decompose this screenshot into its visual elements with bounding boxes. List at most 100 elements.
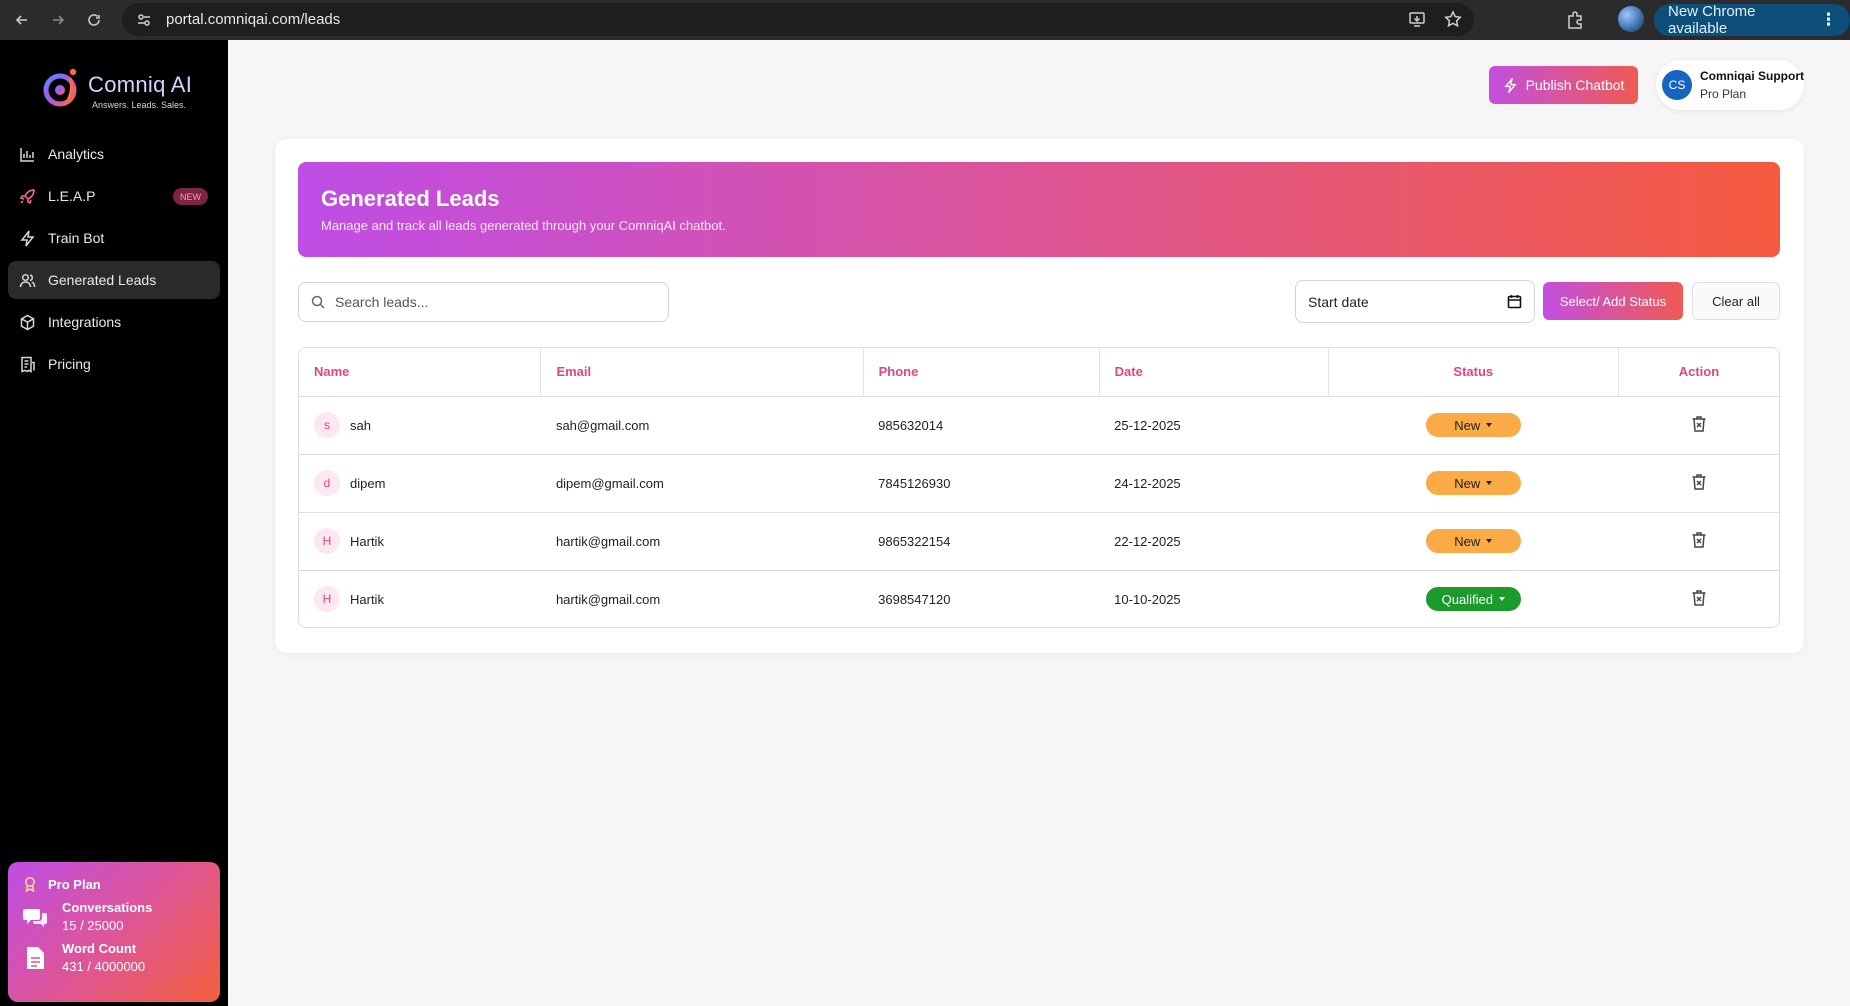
user-plan: Pro Plan: [1700, 87, 1747, 101]
conversations-label: Conversations: [62, 900, 153, 915]
lead-initial: H: [314, 586, 340, 613]
column-header-date: Date: [1099, 348, 1329, 397]
more-menu-icon: ⋮: [1820, 10, 1837, 29]
avatar: CS: [1662, 70, 1692, 100]
table-row: H Hartik hartik@gmail.com 3698547120 10-1…: [299, 570, 1779, 627]
lead-name: Hartik: [350, 591, 384, 607]
brand-name: Comniq AI: [88, 72, 193, 97]
reload-icon[interactable]: [80, 6, 108, 34]
table-row: H Hartik hartik@gmail.com 9865322154 22-1…: [299, 512, 1779, 571]
lead-name: Hartik: [350, 533, 384, 549]
sidebar-item-leap[interactable]: L.E.A.P NEW: [8, 177, 220, 215]
lead-initial: H: [314, 528, 340, 554]
chat-bubbles-icon: [23, 908, 47, 927]
status-label: New: [1454, 533, 1481, 549]
logo-mark-icon: [43, 68, 77, 107]
sidebar-item-label: L.E.A.P: [48, 188, 96, 204]
publish-chatbot-label: Publish Chatbot: [1525, 77, 1625, 93]
lead-initial: d: [314, 470, 340, 496]
conversations-value: 15 / 25000: [62, 918, 124, 933]
search-input[interactable]: [335, 294, 655, 310]
delete-icon[interactable]: [1690, 589, 1708, 607]
lead-name: sah: [350, 417, 371, 433]
url-text: portal.comniqai.com/leads: [166, 11, 341, 28]
back-icon[interactable]: [8, 6, 36, 34]
lightning-icon: [20, 230, 35, 246]
status-dropdown[interactable]: New: [1425, 529, 1521, 553]
bar-chart-icon: [20, 147, 34, 162]
address-bar[interactable]: portal.comniqai.com/leads: [122, 3, 1474, 36]
lead-name: dipem: [350, 475, 386, 491]
lead-email: dipem@gmail.com: [540, 454, 864, 513]
clear-all-button[interactable]: Clear all: [1692, 282, 1780, 320]
sidebar-item-label: Generated Leads: [48, 272, 157, 288]
column-header-email: Email: [540, 348, 864, 397]
caret-down-icon: [1498, 597, 1505, 602]
publish-chatbot-button[interactable]: Publish Chatbot: [1489, 66, 1638, 104]
lead-phone: 9865322154: [863, 512, 1100, 571]
delete-icon[interactable]: [1690, 531, 1708, 549]
table-row: d dipem dipem@gmail.com 7845126930 24-12-…: [299, 454, 1779, 513]
extensions-icon[interactable]: [1565, 9, 1587, 31]
sidebar-item-generated-leads[interactable]: Generated Leads: [8, 261, 220, 299]
caret-down-icon: [1486, 423, 1493, 427]
calendar-icon[interactable]: [1507, 294, 1522, 309]
forward-icon[interactable]: [44, 6, 72, 34]
users-icon: [19, 273, 36, 287]
select-add-status-button[interactable]: Select/ Add Status: [1543, 282, 1683, 320]
page-subtitle: Manage and track all leads generated thr…: [321, 218, 726, 233]
column-header-phone: Phone: [863, 348, 1100, 397]
sidebar-item-integrations[interactable]: Integrations: [8, 303, 220, 341]
status-label: New: [1454, 475, 1481, 491]
sidebar-item-pricing[interactable]: Pricing: [8, 345, 220, 383]
status-dropdown[interactable]: New: [1425, 413, 1521, 437]
site-settings-icon[interactable]: [136, 12, 152, 28]
sidebar-menu: Analytics L.E.A.P NEW Train Bot Generate…: [8, 135, 220, 387]
lead-email: sah@gmail.com: [540, 396, 864, 455]
lead-initial: s: [314, 412, 340, 438]
award-icon: [25, 877, 35, 892]
column-header-action: Action: [1618, 348, 1779, 397]
receipt-icon: [21, 356, 35, 373]
brand-tagline: Answers. Leads. Sales.: [92, 100, 187, 110]
lead-email: hartik@gmail.com: [540, 512, 864, 571]
column-header-status: Status: [1328, 348, 1619, 397]
status-dropdown[interactable]: Qualified: [1425, 587, 1521, 612]
chrome-update-button[interactable]: New Chrome available ⋮: [1654, 3, 1850, 37]
sidebar-item-analytics[interactable]: Analytics: [8, 135, 220, 173]
status-label: Qualified: [1441, 591, 1493, 607]
sidebar: Comniq AI Answers. Leads. Sales. Analyti…: [0, 40, 228, 1006]
sidebar-item-label: Integrations: [48, 314, 122, 330]
install-app-icon[interactable]: [1408, 10, 1426, 28]
plan-usage-card: Pro Plan Conversations 15 / 25000 Word C…: [8, 862, 220, 1002]
user-menu[interactable]: CS Comniqai Support Pro Plan: [1656, 60, 1804, 110]
rocket-icon: [19, 188, 35, 204]
delete-icon[interactable]: [1690, 473, 1708, 491]
status-dropdown[interactable]: New: [1425, 471, 1521, 495]
new-badge: NEW: [173, 188, 208, 205]
delete-icon[interactable]: [1690, 415, 1708, 433]
logo[interactable]: Comniq AI Answers. Leads. Sales.: [40, 62, 200, 112]
page-title: Generated Leads: [321, 186, 500, 211]
lead-phone: 3698547120: [878, 591, 951, 607]
profile-avatar[interactable]: [1618, 6, 1644, 32]
search-box: [298, 282, 669, 322]
lightning-icon: [1503, 77, 1517, 93]
caret-down-icon: [1486, 481, 1493, 485]
lead-date: 10-10-2025: [1114, 591, 1181, 607]
cube-icon: [20, 314, 35, 330]
chrome-update-label: New Chrome available: [1668, 3, 1756, 37]
start-date-field[interactable]: Start date: [1295, 280, 1535, 323]
search-icon: [311, 295, 325, 309]
sidebar-item-label: Analytics: [48, 146, 105, 162]
document-icon: [27, 946, 44, 969]
sidebar-item-train-bot[interactable]: Train Bot: [8, 219, 220, 257]
word-count-label: Word Count: [62, 941, 137, 956]
column-header-name: Name: [299, 348, 542, 397]
lead-date: 24-12-2025: [1099, 454, 1329, 513]
caret-down-icon: [1486, 539, 1493, 543]
bookmark-star-icon[interactable]: [1444, 10, 1462, 28]
lead-date: 25-12-2025: [1099, 396, 1329, 455]
lead-date: 22-12-2025: [1099, 512, 1329, 571]
plan-title: Pro Plan: [48, 876, 101, 892]
